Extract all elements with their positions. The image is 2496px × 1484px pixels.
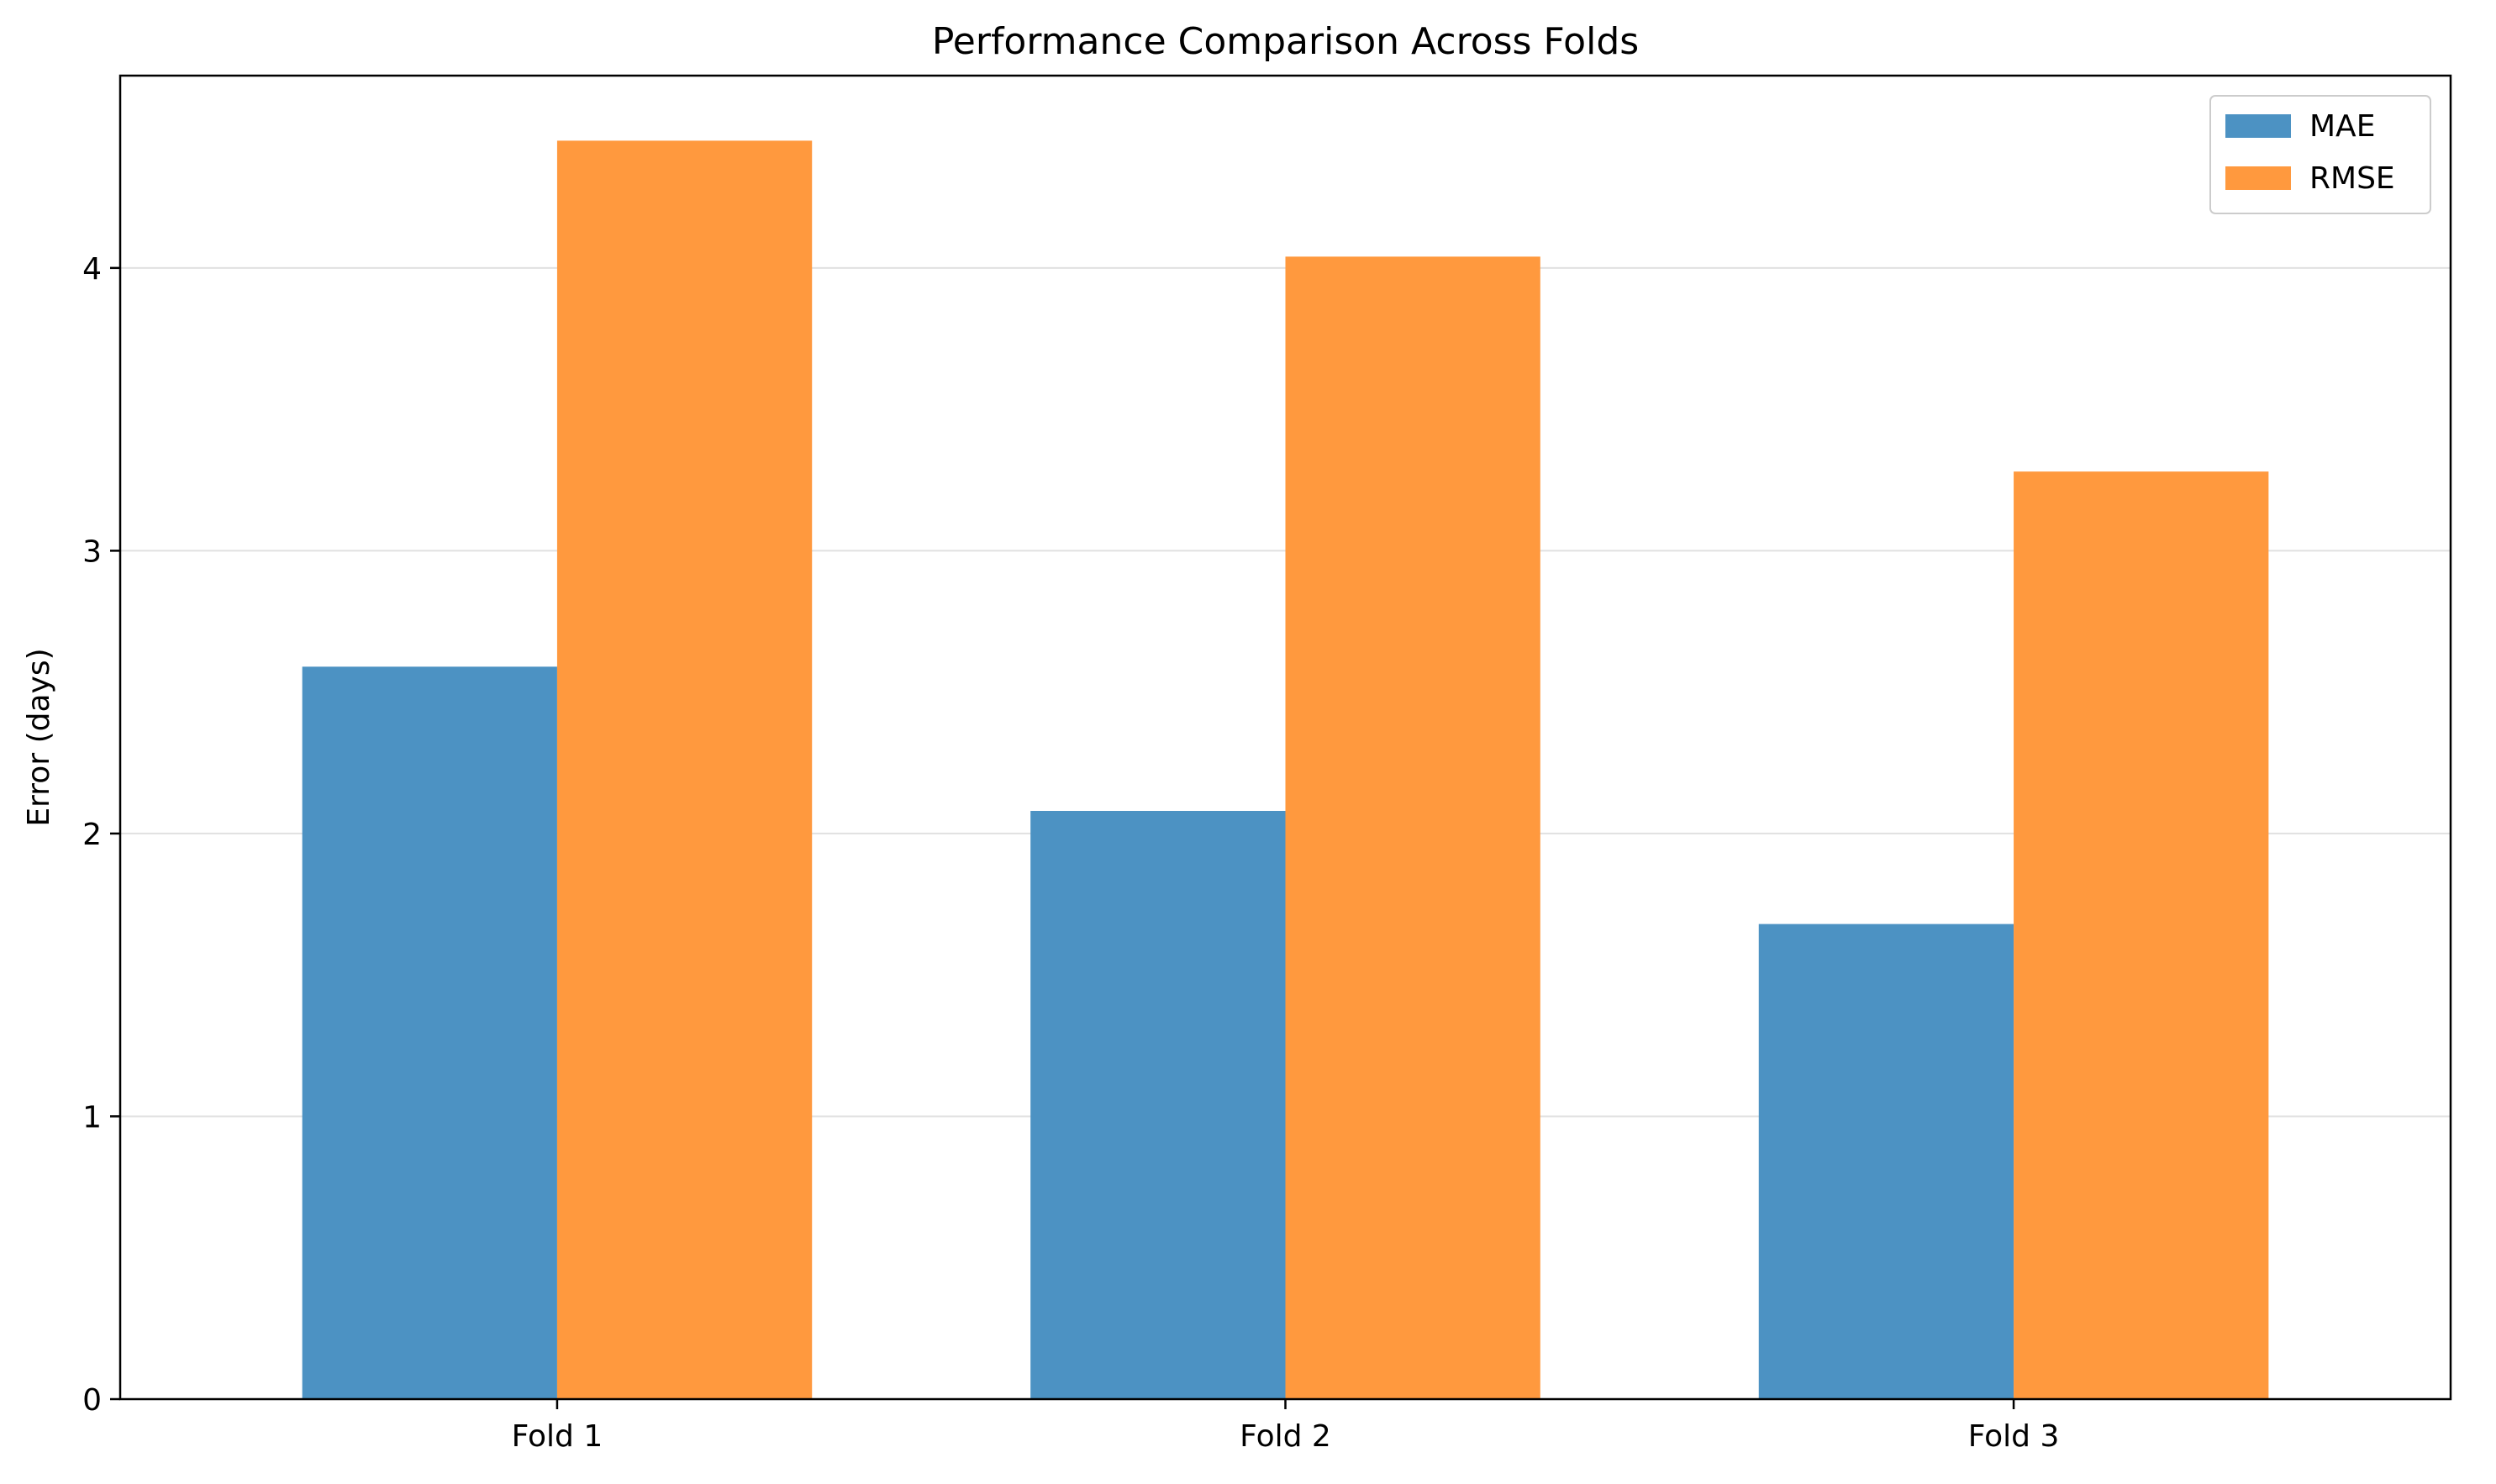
y-tick-label: 4	[82, 252, 102, 287]
y-tick-label: 3	[82, 534, 102, 569]
legend: MAE RMSE	[2209, 95, 2431, 214]
bars	[302, 140, 2269, 1400]
bar-rmse-fold-2	[1285, 256, 1540, 1399]
bar-rmse-fold-3	[2014, 471, 2269, 1400]
y-tick-label: 2	[82, 818, 102, 852]
x-axis-ticks: Fold 1 Fold 2 Fold 3	[512, 1399, 2060, 1454]
x-tick-label: Fold 2	[1240, 1419, 1331, 1454]
chart-title: Performance Comparison Across Folds	[932, 20, 1639, 63]
y-tick-label: 0	[82, 1383, 102, 1418]
legend-label-mae: MAE	[2309, 109, 2375, 144]
x-tick-label: Fold 3	[1968, 1419, 2060, 1454]
bar-mae-fold-2	[1030, 811, 1286, 1399]
bar-mae-fold-3	[1758, 924, 2014, 1399]
legend-label-rmse: RMSE	[2309, 161, 2395, 196]
legend-swatch-mae	[2225, 114, 2291, 138]
y-axis-ticks: 0 1 2 3 4	[82, 252, 120, 1418]
x-tick-label: Fold 1	[512, 1419, 603, 1454]
y-tick-label: 1	[82, 1100, 102, 1134]
bar-rmse-fold-1	[556, 140, 813, 1400]
bar-mae-fold-1	[302, 666, 557, 1399]
legend-swatch-rmse	[2225, 166, 2291, 190]
y-axis-label: Error (days)	[22, 648, 56, 826]
